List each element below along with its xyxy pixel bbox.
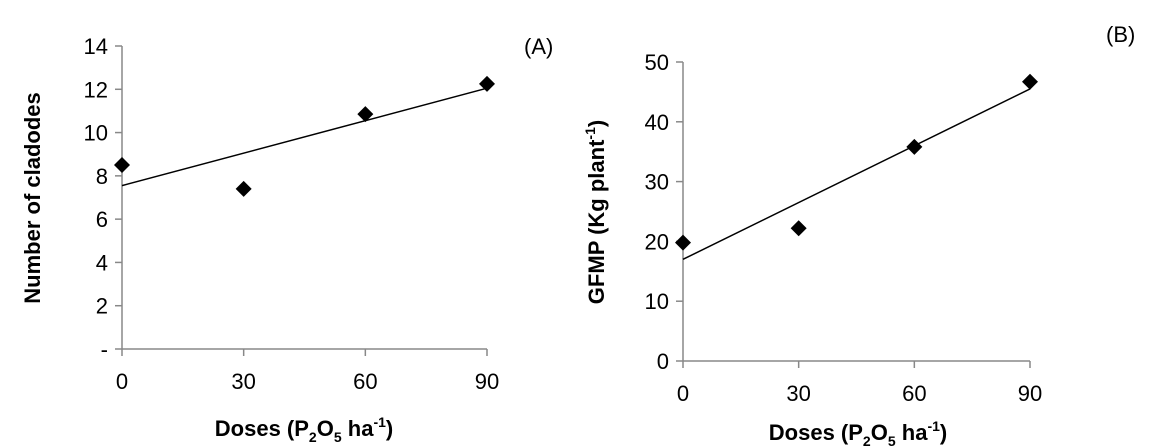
chart-b-x-axis: 0 30 60 90 [677, 360, 1042, 406]
chart-panel-a: - 2 4 6 8 10 12 14 0 30 60 90 (A) Doses (P2O5 ha-1… [20, 34, 553, 445]
chart-a-x-ticks: 0 30 60 90 [116, 349, 499, 394]
chart-b-data-point [675, 234, 691, 251]
chart-b-y-tick-label: 10 [645, 289, 669, 314]
chart-b-points [675, 73, 1038, 251]
chart-b-y-axis: 0 10 20 30 40 50 [645, 50, 684, 374]
chart-b-y-label: GFMP (Kg plant-1) [582, 120, 609, 304]
chart-b-x-tick-label: 0 [677, 381, 689, 406]
chart-a-x-tick-label: 60 [353, 369, 377, 394]
chart-a-data-point [479, 75, 495, 92]
chart-a-y-ticks: - 2 4 6 8 10 12 14 [84, 34, 122, 362]
chart-b-y-tick-label: 30 [645, 170, 669, 195]
chart-a-y-axis: - 2 4 6 8 10 12 14 [84, 34, 123, 362]
chart-a-y-tick-label: 14 [84, 34, 108, 59]
chart-b-y-tick-label: 40 [645, 110, 669, 135]
chart-b-x-tick-label: 30 [786, 381, 810, 406]
chart-a-y-tick-label: 4 [96, 250, 108, 275]
chart-b-data-point [906, 138, 923, 155]
chart-b-y-ticks: 0 10 20 30 40 50 [645, 50, 683, 374]
chart-panel-b: 0 10 20 30 40 50 0 30 60 90 (B) Doses (P2O5 ha-1… [582, 22, 1135, 448]
chart-b-x-ticks: 0 30 60 90 [677, 361, 1042, 406]
chart-a-y-tick-label: 2 [96, 294, 108, 319]
chart-a-data-point [235, 180, 252, 197]
chart-b-y-tick-label: 50 [645, 50, 669, 75]
chart-b-x-tick-label: 90 [1018, 381, 1042, 406]
chart-a-y-tick-label: 12 [84, 77, 108, 102]
chart-a-panel-label: (A) [524, 34, 553, 59]
chart-b-panel-label: (B) [1106, 22, 1135, 47]
chart-a-y-tick-label: 6 [96, 207, 108, 232]
chart-a-data-point [357, 106, 374, 123]
chart-a-y-tick-label: 10 [84, 121, 108, 146]
chart-b-data-point [790, 220, 807, 237]
chart-b-y-tick-label: 20 [645, 229, 669, 254]
chart-a-x-label: Doses (P2O5 ha-1) [215, 414, 393, 445]
chart-a-x-axis: 0 30 60 90 [116, 348, 499, 394]
chart-a-data-point [114, 157, 130, 174]
chart-a-y-tick-label: - [101, 337, 108, 362]
chart-b-x-label: Doses (P2O5 ha-1) [769, 418, 947, 448]
chart-a-points [114, 75, 495, 197]
chart-a-y-tick-label: 8 [96, 164, 108, 189]
chart-b-x-tick-label: 60 [902, 381, 926, 406]
chart-a-y-label: Number of cladodes [20, 92, 45, 303]
chart-a-x-tick-label: 30 [231, 369, 255, 394]
chart-a-x-tick-label: 90 [475, 369, 499, 394]
chart-b-y-tick-label: 0 [657, 349, 669, 374]
chart-b-trendline [682, 88, 1031, 261]
chart-a-trendline [121, 87, 488, 187]
chart-a-x-tick-label: 0 [116, 369, 128, 394]
chart-b-data-point [1022, 73, 1038, 90]
